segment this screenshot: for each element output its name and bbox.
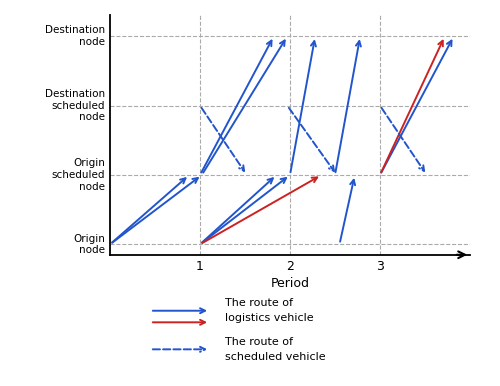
Text: scheduled vehicle: scheduled vehicle xyxy=(225,352,326,362)
Text: The route of: The route of xyxy=(225,298,293,308)
Text: The route of: The route of xyxy=(225,337,293,347)
X-axis label: Period: Period xyxy=(270,277,310,290)
Text: logistics vehicle: logistics vehicle xyxy=(225,313,314,323)
